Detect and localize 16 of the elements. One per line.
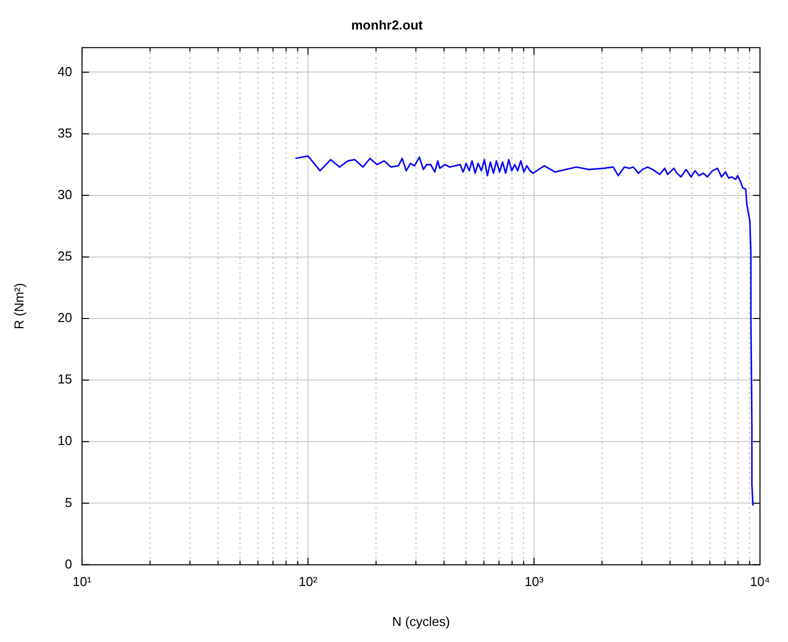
y-tick-label: 5 <box>64 494 72 510</box>
y-axis-title: R (Nm²) <box>11 283 26 330</box>
x-tick-label: 10² <box>298 574 318 590</box>
y-tick-label: 25 <box>58 248 72 264</box>
x-axis-title: N (cycles) <box>392 614 450 629</box>
y-tick-label: 40 <box>58 64 72 79</box>
y-tick-label: 35 <box>58 125 72 140</box>
y-tick-label: 0 <box>64 556 72 572</box>
y-tick-label: 30 <box>58 186 72 202</box>
x-tick-label: 10¹ <box>72 574 92 590</box>
y-tick-label: 20 <box>58 310 72 326</box>
chart-title: monhr2.out <box>351 17 424 32</box>
y-tick-label: 15 <box>58 372 72 387</box>
x-tick-label: 10³ <box>524 574 544 590</box>
y-tick-label: 10 <box>58 433 72 448</box>
x-tick-label: 10⁴ <box>750 574 770 590</box>
